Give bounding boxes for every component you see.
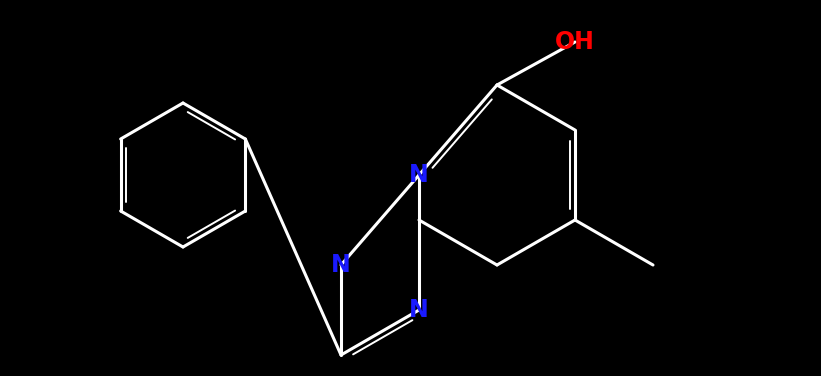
Text: OH: OH — [555, 30, 595, 54]
Text: N: N — [331, 253, 351, 277]
Text: N: N — [409, 298, 429, 322]
Text: N: N — [409, 163, 429, 187]
